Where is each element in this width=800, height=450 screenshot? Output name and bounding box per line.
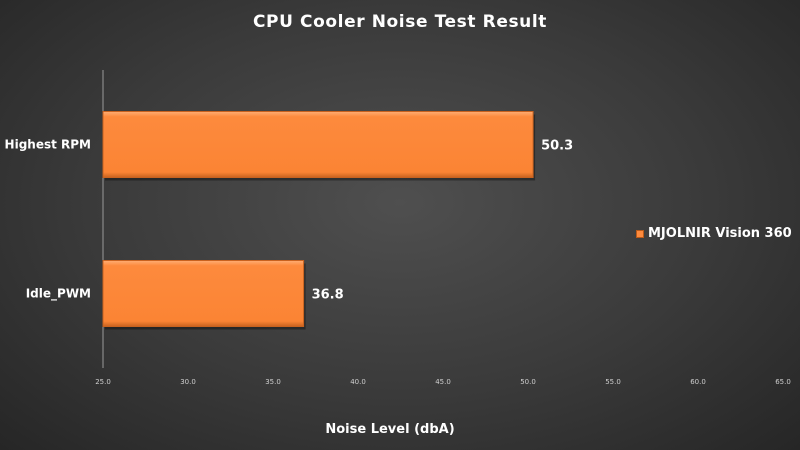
data-label: 36.8 bbox=[312, 288, 344, 303]
legend-label: MJOLNIR Vision 360 bbox=[648, 226, 792, 241]
category-label: Highest RPM bbox=[5, 138, 91, 152]
legend-swatch-icon bbox=[636, 229, 644, 238]
x-tick-label: 30.0 bbox=[180, 378, 196, 386]
bar bbox=[102, 260, 305, 327]
x-tick-label: 50.0 bbox=[520, 378, 536, 386]
x-tick-label: 45.0 bbox=[435, 378, 451, 386]
chart-title: CPU Cooler Noise Test Result bbox=[252, 12, 548, 32]
x-tick-label: 25.0 bbox=[95, 378, 111, 386]
x-tick-label: 40.0 bbox=[350, 378, 366, 386]
data-label: 50.3 bbox=[541, 139, 573, 154]
x-tick-label: 65.0 bbox=[775, 378, 791, 386]
x-tick-label: 60.0 bbox=[690, 378, 706, 386]
category-label: Idle_PWM bbox=[26, 287, 91, 302]
legend: MJOLNIR Vision 360 bbox=[636, 226, 792, 241]
x-axis-title: Noise Level (dbA) bbox=[325, 422, 455, 437]
x-tick-label: 35.0 bbox=[265, 378, 281, 386]
bar bbox=[102, 111, 534, 178]
x-tick-label: 55.0 bbox=[605, 378, 621, 386]
